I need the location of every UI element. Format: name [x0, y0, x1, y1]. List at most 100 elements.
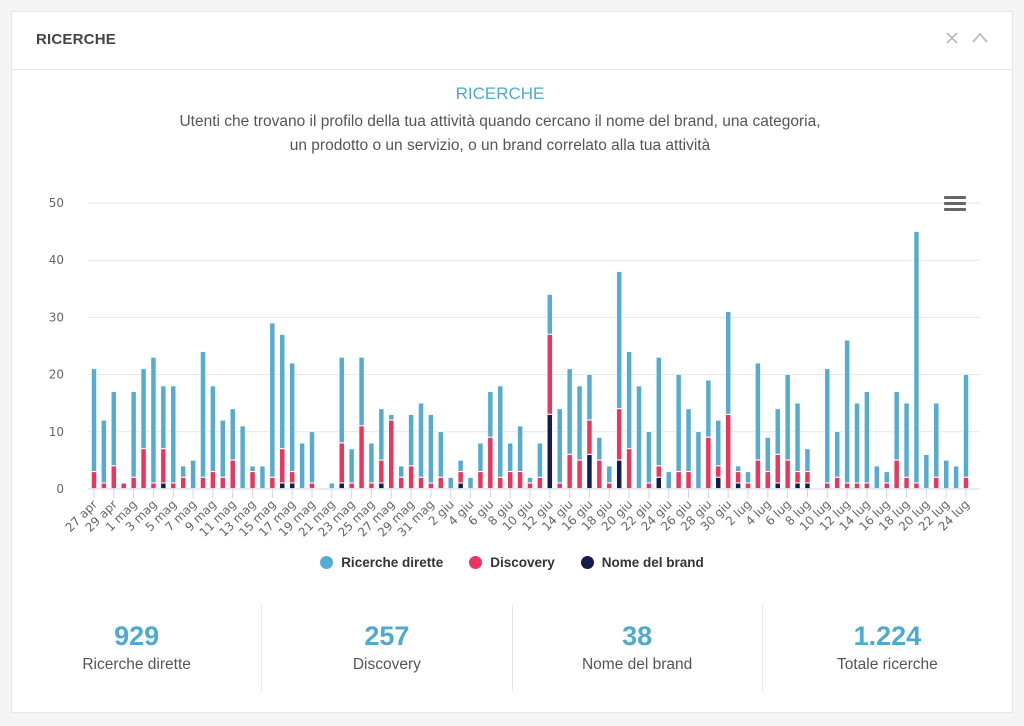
y-tick-label: 0	[56, 482, 64, 496]
y-tick-label: 40	[49, 253, 64, 267]
bar-segment-direct	[784, 374, 791, 461]
legend-label: Discovery	[490, 555, 555, 570]
bar-segment-discovery	[289, 471, 295, 483]
bar-segment-direct	[438, 431, 444, 478]
chart-subtitle: Utenti che trovano il profilo della tua …	[179, 113, 821, 154]
close-icon	[946, 32, 958, 44]
bar-segment-direct	[794, 402, 801, 472]
card-title: RICERCHE	[36, 31, 116, 48]
bar-segment-discovery	[388, 420, 395, 489]
bar-segment-direct	[834, 431, 840, 478]
bar-segment-direct	[289, 362, 295, 472]
bar-segment-direct	[963, 374, 969, 478]
bar-segment-brand	[774, 483, 781, 489]
bar-segment-direct	[239, 425, 246, 489]
bar-segment-discovery	[606, 483, 613, 489]
bar-segment-direct	[348, 448, 355, 483]
bar-segment-discovery	[864, 483, 870, 489]
bar-segment-discovery	[903, 477, 910, 489]
bar-segment-direct	[378, 408, 385, 461]
bar-segment-direct	[329, 483, 335, 489]
bar-segment-discovery	[487, 437, 494, 489]
chart-legend: Ricerche dirette Discovery Nome del bran…	[0, 555, 1024, 570]
bar-segment-brand	[735, 483, 741, 489]
bar-segment-direct	[586, 374, 593, 421]
bar-segment-direct	[695, 431, 702, 489]
bar-segment-discovery	[547, 334, 553, 415]
bar-segment-discovery	[566, 454, 573, 489]
bar-segment-direct	[497, 385, 504, 478]
bar-segment-direct	[606, 465, 613, 483]
legend-dot-icon	[469, 556, 483, 569]
bar-segment-discovery	[338, 442, 345, 483]
bar-segment-direct	[180, 465, 186, 478]
bar-segment-direct	[111, 391, 117, 466]
stat-value: 257	[364, 621, 410, 651]
bar-segment-brand	[656, 477, 662, 489]
bar-segment-direct	[507, 442, 513, 472]
bar-segment-direct	[309, 431, 315, 483]
bar-segment-direct	[566, 368, 573, 455]
bar-segment-discovery	[656, 465, 662, 478]
bar-segment-discovery	[428, 483, 434, 489]
bar-segment-direct	[130, 391, 137, 478]
bar-segment-discovery	[160, 448, 167, 483]
bar-segment-direct	[774, 408, 781, 455]
bar-segment-direct	[844, 340, 850, 483]
y-tick-label: 10	[49, 425, 64, 439]
y-tick-label: 20	[49, 368, 64, 382]
bar-segment-discovery	[348, 483, 355, 489]
bar-segment-discovery	[745, 483, 751, 489]
bar-segment-discovery	[824, 483, 831, 489]
bar-segment-discovery	[675, 471, 682, 489]
chart-title: RICERCHE	[455, 84, 545, 103]
bar-segment-direct	[804, 448, 811, 472]
bar-segment-direct	[537, 442, 543, 478]
bar-segment-discovery	[180, 477, 186, 489]
bar-segment-direct	[656, 357, 662, 466]
chart-menu-button[interactable]	[944, 196, 966, 214]
bar-segment-discovery	[834, 477, 840, 489]
bar-segment-direct	[596, 437, 603, 461]
legend-item-brand[interactable]: Nome del brand	[580, 555, 704, 570]
bar-segment-brand	[289, 483, 295, 489]
collapse-button[interactable]	[968, 26, 992, 50]
bar-segment-direct	[249, 465, 256, 472]
bar-segment-direct	[447, 477, 454, 489]
bar-segment-discovery	[556, 483, 563, 489]
bar-segment-discovery	[111, 465, 117, 489]
bar-segment-direct	[408, 414, 414, 466]
legend-item-direct[interactable]: Ricerche dirette	[320, 555, 443, 570]
legend-item-discovery[interactable]: Discovery	[469, 555, 555, 570]
bar-segment-brand	[715, 477, 722, 489]
bar-segment-discovery	[130, 477, 137, 489]
bar-segment-direct	[556, 408, 563, 483]
bar-segment-direct	[705, 380, 712, 438]
bar-segment-discovery	[913, 483, 920, 489]
bar-segment-discovery	[755, 460, 761, 489]
legend-label: Ricerche dirette	[341, 555, 444, 570]
bar-segment-direct	[101, 420, 107, 483]
bar-segment-direct	[685, 408, 692, 472]
bar-segment-discovery	[120, 483, 127, 489]
hamburger-menu-icon-line	[944, 208, 966, 211]
bar-segment-direct	[467, 477, 474, 489]
bar-segment-brand	[279, 483, 286, 489]
bar-segment-discovery	[101, 483, 107, 489]
legend-label: Nome del brand	[601, 555, 704, 570]
bar-segment-discovery	[804, 471, 811, 483]
bar-segment-discovery	[200, 477, 206, 489]
bar-segment-discovery	[616, 408, 622, 461]
bar-segment-direct	[903, 402, 910, 478]
bar-segment-discovery	[963, 477, 969, 489]
bar-segment-direct	[725, 311, 731, 415]
bar-segment-discovery	[210, 471, 216, 489]
close-button[interactable]	[940, 26, 964, 50]
bar-segment-discovery	[883, 483, 890, 489]
bar-segment-discovery	[735, 471, 741, 483]
bar-segment-discovery	[408, 465, 414, 489]
bar-segment-direct	[91, 368, 97, 472]
bar-segment-discovery	[933, 477, 940, 489]
bar-segment-direct	[933, 402, 940, 478]
stat-discovery: 257 Discovery	[262, 605, 513, 691]
